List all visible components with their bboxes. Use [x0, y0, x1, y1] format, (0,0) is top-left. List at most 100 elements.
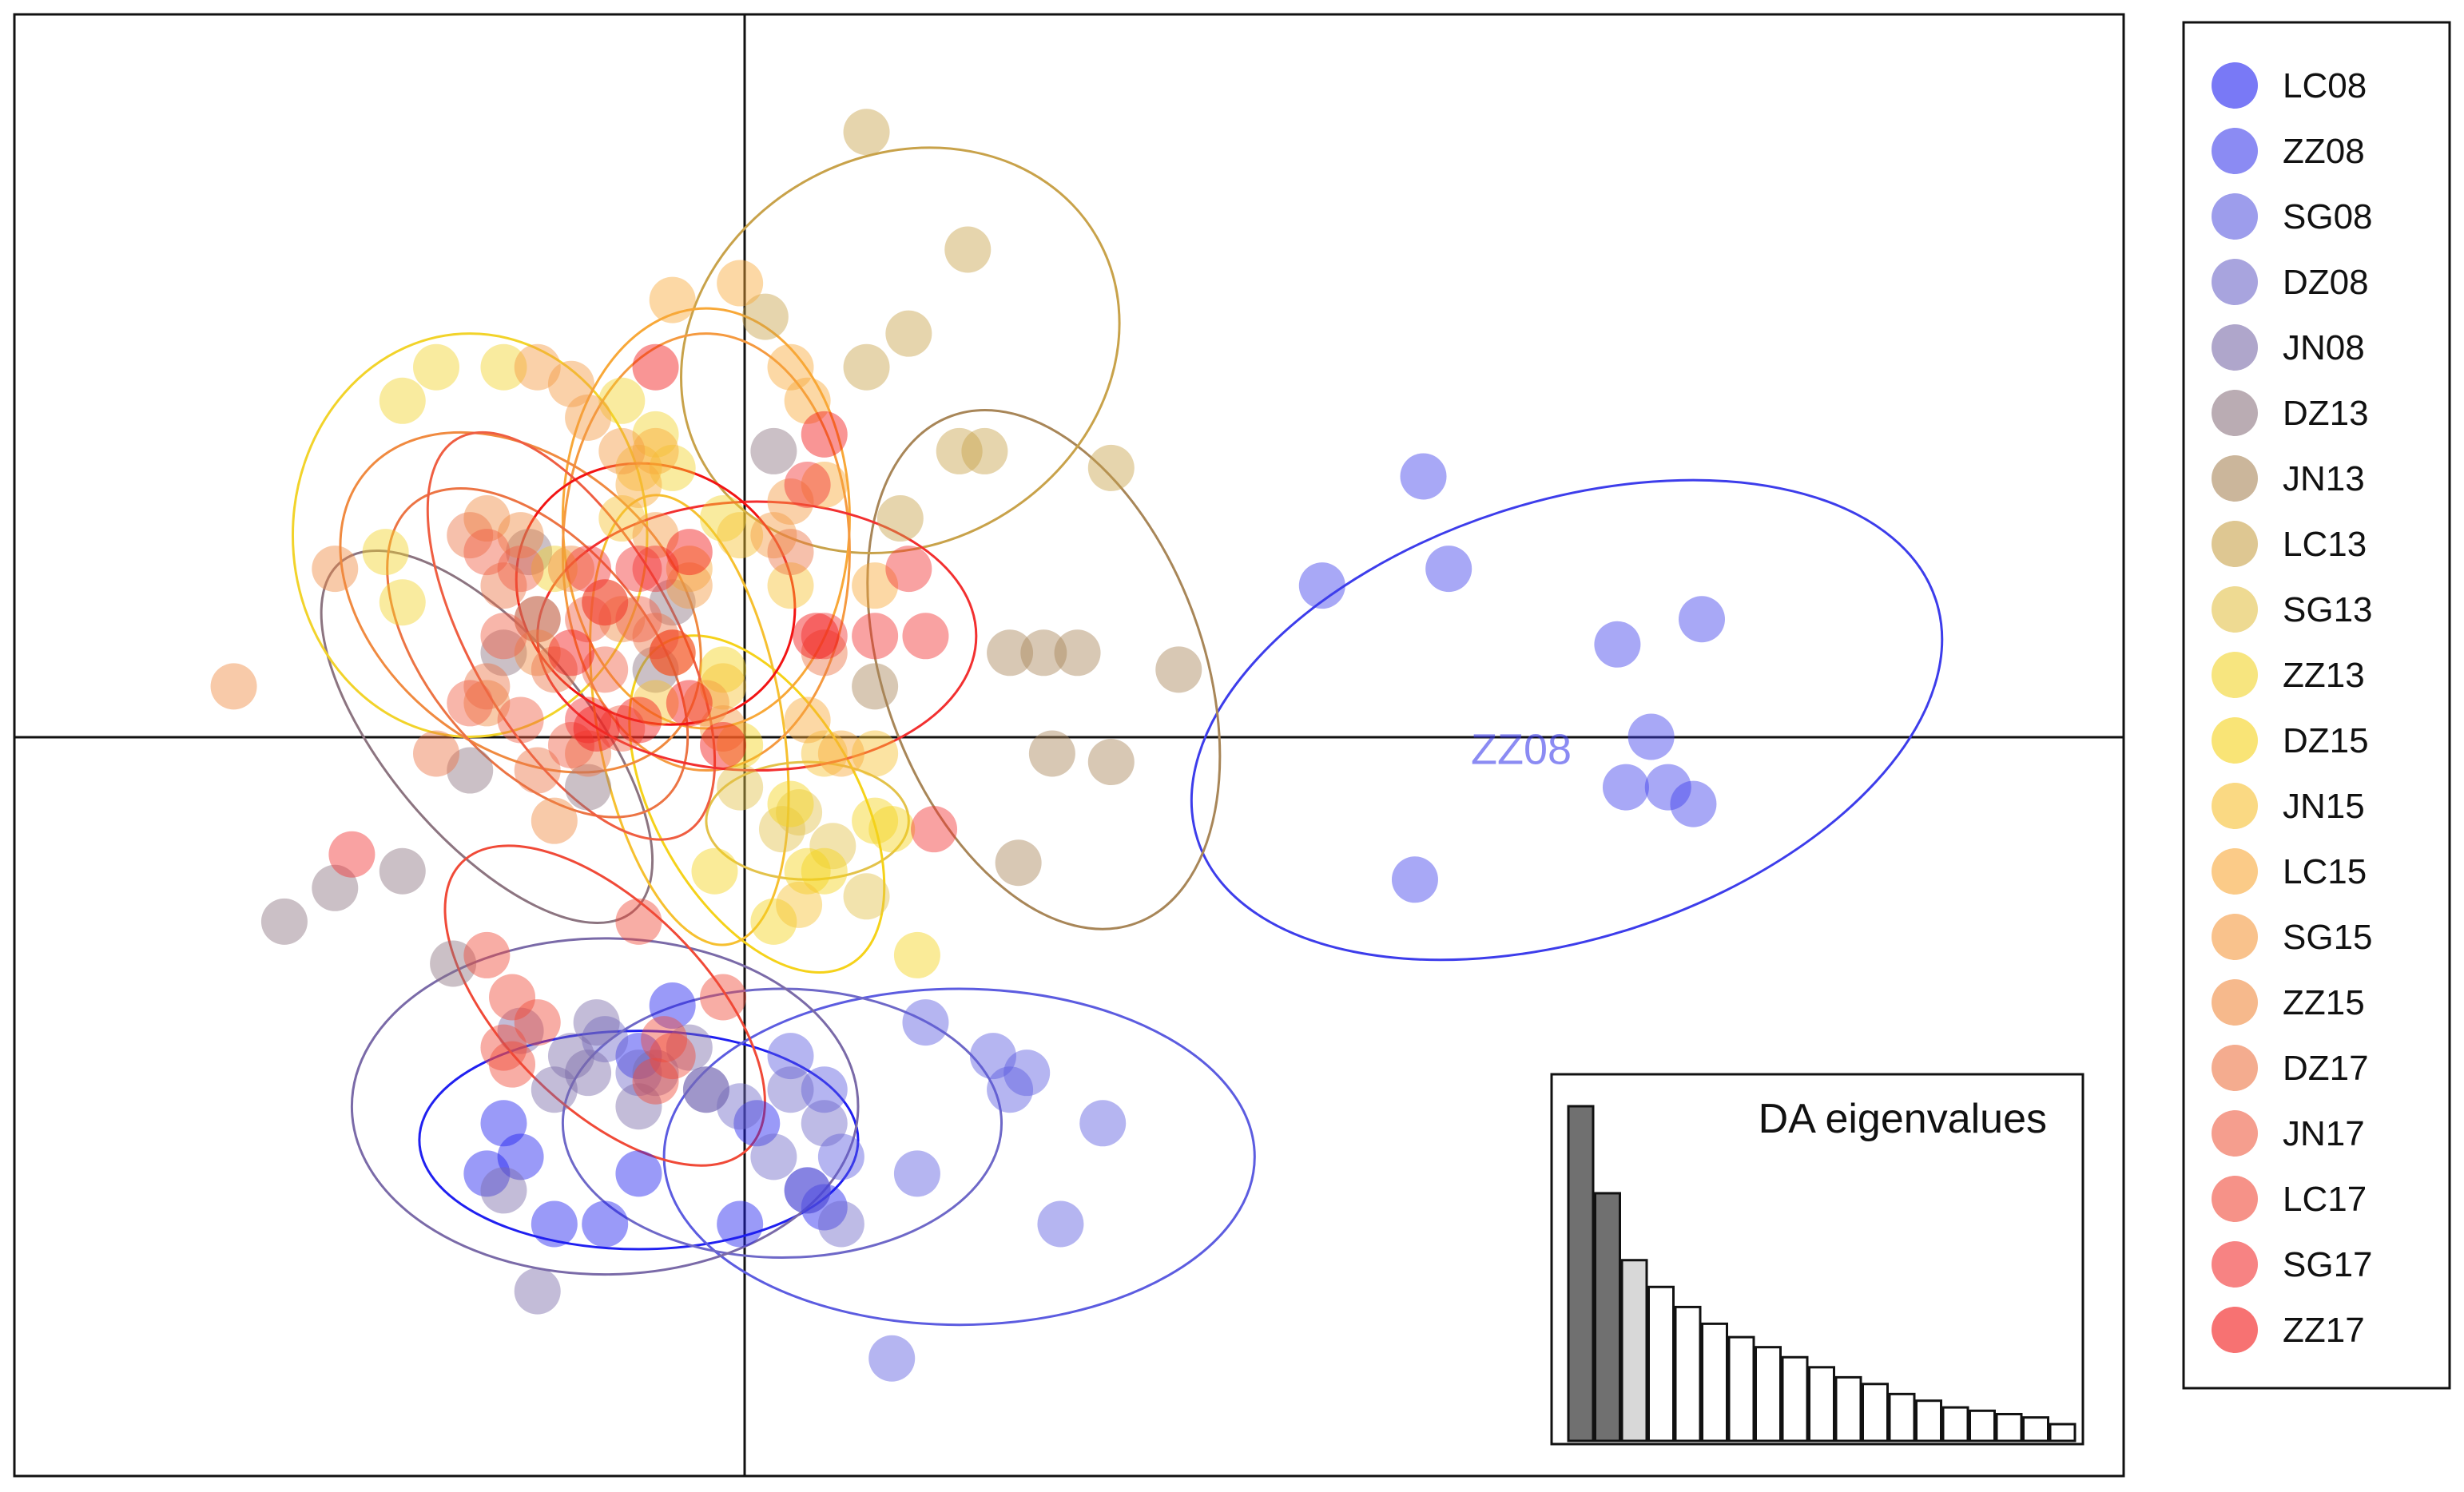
point-jn15-9	[776, 881, 823, 928]
point-dz15-9	[893, 931, 940, 978]
eigenvalue-bar-8	[1755, 1346, 1782, 1442]
legend-label-zz13: ZZ13	[2283, 656, 2365, 695]
point-dz08-6	[582, 1016, 629, 1063]
eigenvalue-bar-15	[1941, 1406, 1969, 1442]
legend-marker-lc15	[2212, 848, 2258, 895]
point-zz08-2	[1298, 562, 1345, 609]
point-dz17-0	[447, 512, 494, 559]
point-zz08-4	[1679, 596, 1725, 643]
point-dz15-1	[784, 847, 831, 895]
point-zz15-8	[531, 797, 578, 844]
point-dz15-7	[852, 797, 899, 844]
point-dz15-2	[801, 847, 848, 895]
point-dz17-8	[767, 529, 814, 576]
legend-label-jn15: JN15	[2283, 787, 2365, 826]
ellipse-jn13	[866, 409, 1222, 931]
point-lc08-5	[717, 1200, 764, 1248]
point-sg08-9	[801, 1066, 848, 1113]
point-zz17-8	[649, 629, 696, 677]
legend-label-lc17: LC17	[2283, 1180, 2367, 1219]
point-lc17-0	[463, 931, 511, 978]
point-dz15-0	[767, 780, 814, 827]
point-sg15-1	[547, 360, 594, 407]
point-jn17-5	[497, 696, 544, 744]
point-zz15-7	[210, 663, 257, 710]
point-sg17-6	[852, 613, 899, 660]
point-lc15-1	[649, 276, 696, 323]
point-jn13-0	[987, 629, 1034, 677]
point-lc13-7	[741, 293, 789, 340]
point-zz13-2	[480, 343, 527, 391]
ellipse-sg13	[705, 760, 910, 881]
point-lc13-3	[843, 343, 890, 391]
eigenvalue-bar-6	[1701, 1322, 1728, 1442]
point-zz13-6	[362, 529, 409, 576]
point-lc15-6	[801, 461, 848, 508]
legend-marker-zz13	[2212, 652, 2258, 698]
ellipse-jn08	[350, 937, 860, 1276]
legend-marker-lc08	[2212, 62, 2258, 109]
legend-marker-dz17	[2212, 1045, 2258, 1091]
legend-marker-sg08	[2212, 193, 2258, 240]
legend: LC08 ZZ08 SG08 DZ08 JN08 DZ13 JN13 LC13 SG13 ZZ13…	[2212, 62, 2373, 1353]
point-sg13-0	[809, 823, 856, 870]
legend-label-sg17: SG17	[2283, 1245, 2373, 1284]
point-jn15-5	[632, 680, 679, 727]
point-zz15-9	[598, 596, 646, 643]
point-dz15-3	[750, 898, 797, 945]
point-sg17-1	[565, 546, 612, 593]
point-jn17-7	[598, 704, 646, 752]
point-sg15-5	[767, 478, 814, 525]
point-zz17-6	[615, 696, 662, 744]
point-lc15-5	[784, 377, 831, 424]
point-dz08-3	[817, 1200, 864, 1248]
point-jn08-1	[547, 1033, 594, 1080]
point-lc08-10	[480, 1100, 527, 1147]
point-zz08-7	[1644, 764, 1691, 811]
point-zz08-1	[1425, 546, 1472, 593]
eigenvalue-bar-19	[2049, 1423, 2077, 1442]
point-lc17-7	[641, 1016, 688, 1063]
legend-marker-jn13	[2212, 455, 2258, 502]
point-sg17-11	[565, 696, 612, 744]
point-lc13-6	[1087, 444, 1135, 491]
point-zz13-1	[379, 377, 426, 424]
point-dz15-4	[691, 847, 738, 895]
legend-label-dz13: DZ13	[2283, 394, 2369, 433]
point-sg15-3	[598, 427, 646, 474]
eigenvalue-bar-3	[1620, 1259, 1648, 1442]
point-lc15-4	[767, 343, 814, 391]
legend-label-zz08: ZZ08	[2283, 132, 2365, 171]
point-jn17-3	[565, 596, 612, 643]
point-zz17-2	[666, 529, 713, 576]
point-sg08-4	[1079, 1100, 1127, 1147]
legend-label-jn13: JN13	[2283, 459, 2365, 498]
point-zz17-3	[547, 629, 594, 677]
ellipse-lc13	[680, 146, 1121, 554]
points-layer	[210, 109, 1725, 1382]
point-lc08-9	[649, 982, 696, 1030]
point-sg13-2	[776, 789, 823, 836]
point-lc08-7	[784, 1167, 831, 1214]
point-sg13-4	[758, 806, 805, 853]
eigenvalue-bar-2	[1594, 1192, 1621, 1442]
point-sg15-0	[514, 343, 561, 391]
ellipse-zz15	[339, 431, 702, 774]
eigenvalue-bar-9	[1781, 1355, 1809, 1442]
legend-marker-zz08	[2212, 128, 2258, 174]
point-sg08-7	[868, 1335, 916, 1382]
eigenvalues-inset: DA eigenvalues	[1550, 1073, 2084, 1446]
ellipse-dz08	[561, 987, 1003, 1260]
point-dz17-3	[531, 646, 578, 693]
eigenvalue-bar-11	[1834, 1375, 1862, 1442]
legend-label-lc15: LC15	[2283, 852, 2367, 891]
point-jn08-7	[480, 1167, 527, 1214]
point-dz08-7	[717, 1083, 764, 1130]
point-dz15-8	[868, 806, 916, 853]
point-lc13-2	[885, 310, 932, 357]
eigenvalue-bar-4	[1647, 1285, 1675, 1442]
point-jn13-5	[1087, 739, 1135, 786]
ellipse-jn17	[426, 431, 717, 841]
point-dz13-7	[632, 646, 679, 693]
